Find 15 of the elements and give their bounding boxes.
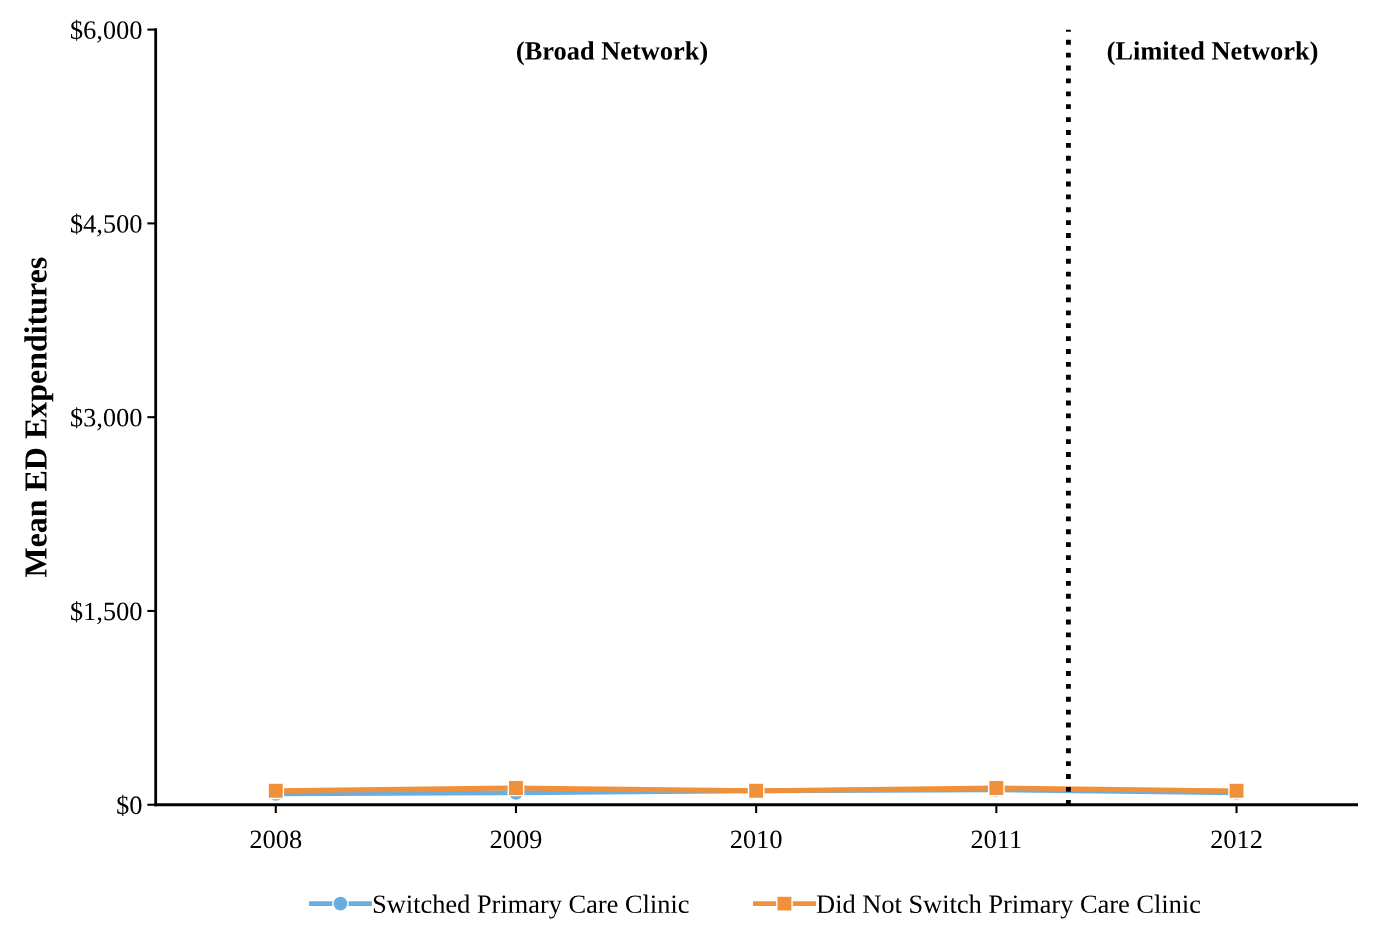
x-tick-label: 2011 [971, 830, 1021, 849]
y-tick-label: $3,000 [71, 407, 142, 431]
x-tick-label: 2012 [1211, 830, 1262, 849]
x-tick-label: 2010 [730, 830, 782, 849]
y-tick-label: $0 [117, 794, 142, 816]
legend-label: Switched Primary Care Clinic [373, 894, 689, 919]
y-tick-label: $1,500 [71, 601, 142, 625]
annotation: (Limited Network) [1107, 41, 1318, 66]
y-axis-title: Mean ED Expenditures [24, 257, 54, 577]
annotation: (Broad Network) [517, 41, 708, 66]
y-tick-label: $4,500 [71, 213, 142, 237]
x-tick-label: 2009 [490, 830, 542, 849]
legend-label: Did Not Switch Primary Care Clinic [816, 894, 1201, 919]
x-tick-label: 2008 [250, 830, 302, 849]
y-tick-label: $6,000 [71, 19, 142, 43]
